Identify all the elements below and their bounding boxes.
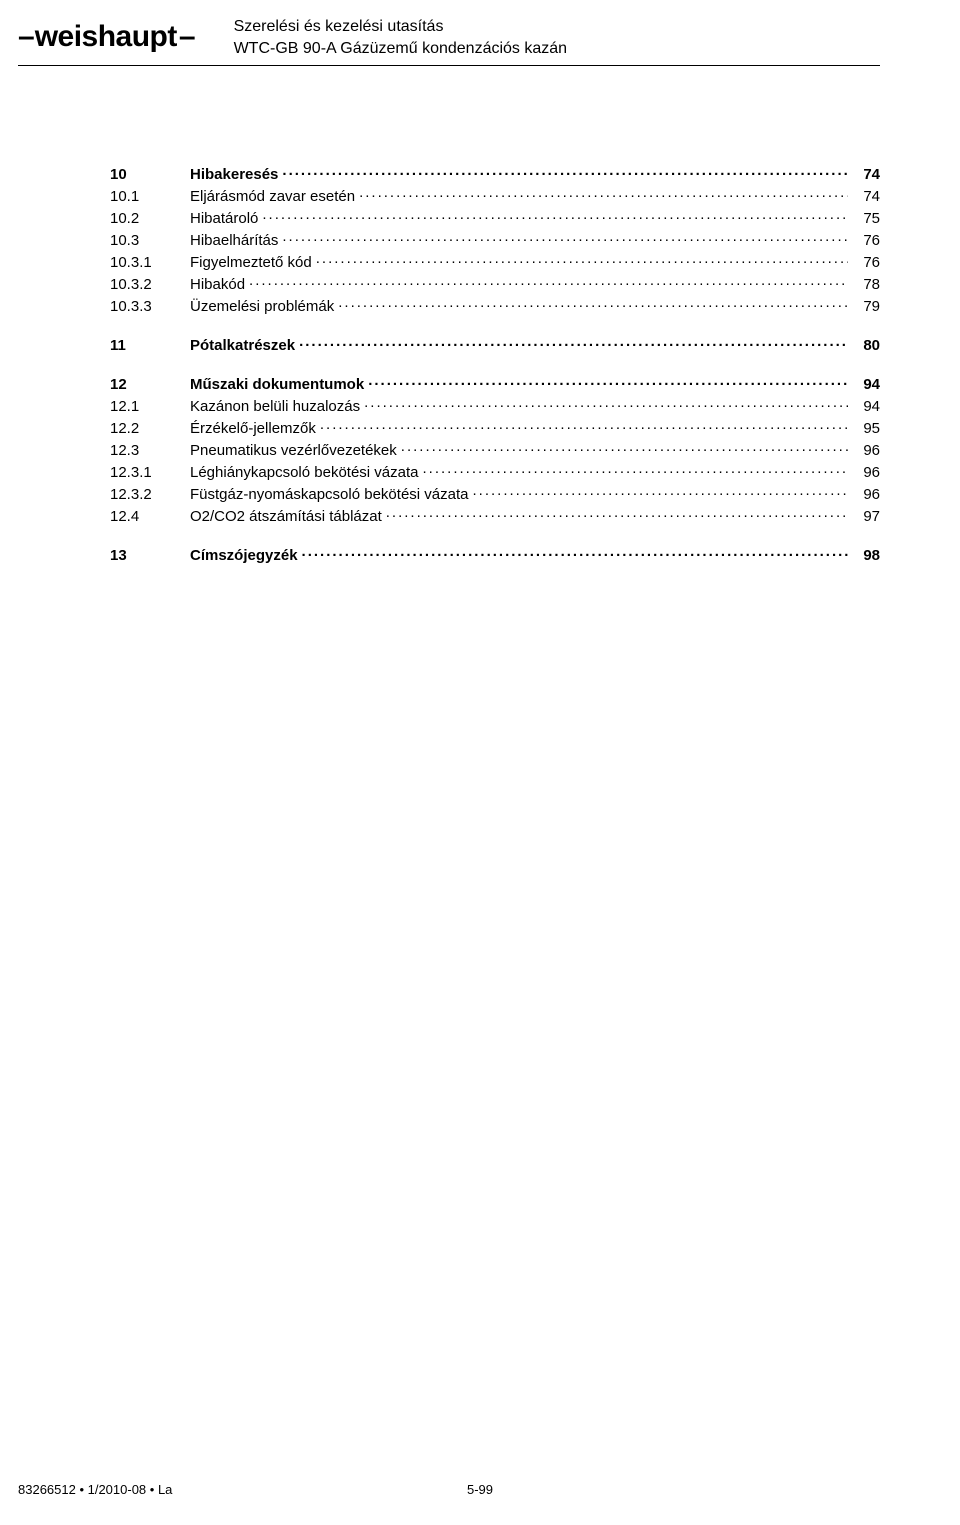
toc-row: 13Címszójegyzék 98	[110, 545, 880, 564]
toc-row: 12.3Pneumatikus vezérlővezetékek 96	[110, 440, 880, 459]
toc-leader-dots	[468, 484, 852, 499]
logo-dash-right: –	[179, 22, 194, 52]
toc-leader-dots	[278, 230, 852, 245]
toc-title: Pótalkatrészek	[190, 337, 295, 354]
page-footer: 83266512 • 1/2010-08 • La 5-99	[0, 1482, 960, 1497]
toc-page-number: 76	[852, 254, 880, 271]
toc-number: 10.3.1	[110, 254, 190, 271]
toc-row: 10.3.2Hibakód 78	[110, 274, 880, 293]
toc-number: 12	[110, 376, 190, 393]
toc-row: 11Pótalkatrészek 80	[110, 335, 880, 354]
toc-row: 12.4O2/CO2 átszámítási táblázat 97	[110, 506, 880, 525]
toc-leader-dots	[355, 186, 852, 201]
toc-number: 12.4	[110, 508, 190, 525]
toc-title: Léghiánykapcsoló bekötési vázata	[190, 464, 419, 481]
toc-page-number: 95	[852, 420, 880, 437]
toc-page-number: 97	[852, 508, 880, 525]
toc-page-number: 96	[852, 464, 880, 481]
toc-page-number: 96	[852, 442, 880, 459]
toc-number: 12.1	[110, 398, 190, 415]
toc-number: 12.3.2	[110, 486, 190, 503]
toc-title: Címszójegyzék	[190, 547, 298, 564]
header-titles: Szerelési és kezelési utasítás WTC-GB 90…	[234, 16, 567, 59]
toc-title: O2/CO2 átszámítási táblázat	[190, 508, 382, 525]
toc-group: 13Címszójegyzék 98	[110, 545, 880, 564]
toc-number: 11	[110, 337, 190, 354]
brand-logo: – weishaupt –	[18, 22, 194, 52]
page-header: – weishaupt – Szerelési és kezelési utas…	[0, 0, 960, 74]
toc-row: 10Hibakeresés 74	[110, 164, 880, 183]
toc-title: Figyelmeztető kód	[190, 254, 312, 271]
toc-title: Érzékelő-jellemzők	[190, 420, 316, 437]
footer-left: 83266512 • 1/2010-08 • La	[18, 1482, 172, 1497]
toc-page-number: 80	[852, 337, 880, 354]
toc-number: 12.3.1	[110, 464, 190, 481]
toc-group: 10Hibakeresés7410.1Eljárásmód zavar eset…	[110, 164, 880, 315]
toc-title: Füstgáz-nyomáskapcsoló bekötési vázata	[190, 486, 468, 503]
toc-number: 10.3	[110, 232, 190, 249]
toc-number: 10.1	[110, 188, 190, 205]
toc-page-number: 76	[852, 232, 880, 249]
toc-leader-dots	[334, 296, 852, 311]
toc-row: 10.1Eljárásmód zavar esetén 74	[110, 186, 880, 205]
toc-title: Műszaki dokumentumok	[190, 376, 364, 393]
toc-title: Hibaelhárítás	[190, 232, 278, 249]
toc-row: 12.3.1Léghiánykapcsoló bekötési vázata 96	[110, 462, 880, 481]
toc-title: Hibakeresés	[190, 166, 278, 183]
toc-number: 12.3	[110, 442, 190, 459]
toc-number: 13	[110, 547, 190, 564]
toc-number: 10.2	[110, 210, 190, 227]
toc-number: 10.3.2	[110, 276, 190, 293]
toc-page-number: 74	[852, 188, 880, 205]
header-line1: Szerelési és kezelési utasítás	[234, 16, 567, 38]
footer-page-number: 5-99	[467, 1482, 493, 1497]
toc-leader-dots	[419, 462, 853, 477]
toc-title: Pneumatikus vezérlővezetékek	[190, 442, 397, 459]
toc-row: 10.2Hibatároló 75	[110, 208, 880, 227]
toc-page-number: 94	[852, 398, 880, 415]
logo-text: weishaupt	[35, 22, 177, 52]
toc-leader-dots	[278, 164, 852, 179]
toc-group: 11Pótalkatrészek 80	[110, 335, 880, 354]
toc-row: 12.1Kazánon belüli huzalozás 94	[110, 396, 880, 415]
toc-page-number: 78	[852, 276, 880, 293]
toc-number: 10	[110, 166, 190, 183]
toc-title: Eljárásmód zavar esetén	[190, 188, 355, 205]
toc-page-number: 79	[852, 298, 880, 315]
header-line2: WTC-GB 90-A Gázüzemű kondenzációs kazán	[234, 38, 567, 60]
toc-row: 12.3.2Füstgáz-nyomáskapcsoló bekötési vá…	[110, 484, 880, 503]
toc-row: 10.3Hibaelhárítás 76	[110, 230, 880, 249]
toc-page-number: 98	[852, 547, 880, 564]
toc-group: 12Műszaki dokumentumok9412.1Kazánon belü…	[110, 374, 880, 525]
toc-page-number: 74	[852, 166, 880, 183]
toc-leader-dots	[316, 418, 852, 433]
toc-leader-dots	[360, 396, 852, 411]
toc-leader-dots	[364, 374, 852, 389]
toc-title: Hibatároló	[190, 210, 258, 227]
toc-title: Kazánon belüli huzalozás	[190, 398, 360, 415]
toc-title: Hibakód	[190, 276, 245, 293]
toc-content: 10Hibakeresés7410.1Eljárásmód zavar eset…	[0, 74, 960, 564]
header-inner: – weishaupt – Szerelési és kezelési utas…	[18, 16, 880, 66]
toc-leader-dots	[298, 545, 852, 560]
toc-title: Üzemelési problémák	[190, 298, 334, 315]
toc-row: 12Műszaki dokumentumok 94	[110, 374, 880, 393]
toc-leader-dots	[258, 208, 852, 223]
toc-leader-dots	[382, 506, 852, 521]
toc-page-number: 94	[852, 376, 880, 393]
toc-leader-dots	[312, 252, 852, 267]
toc-row: 10.3.1Figyelmeztető kód 76	[110, 252, 880, 271]
toc-leader-dots	[245, 274, 852, 289]
toc-leader-dots	[397, 440, 852, 455]
toc-page-number: 75	[852, 210, 880, 227]
toc-number: 12.2	[110, 420, 190, 437]
toc-row: 10.3.3Üzemelési problémák 79	[110, 296, 880, 315]
toc-leader-dots	[295, 335, 852, 350]
toc-row: 12.2Érzékelő-jellemzők 95	[110, 418, 880, 437]
toc-page-number: 96	[852, 486, 880, 503]
toc-number: 10.3.3	[110, 298, 190, 315]
logo-dash-left: –	[18, 22, 33, 52]
